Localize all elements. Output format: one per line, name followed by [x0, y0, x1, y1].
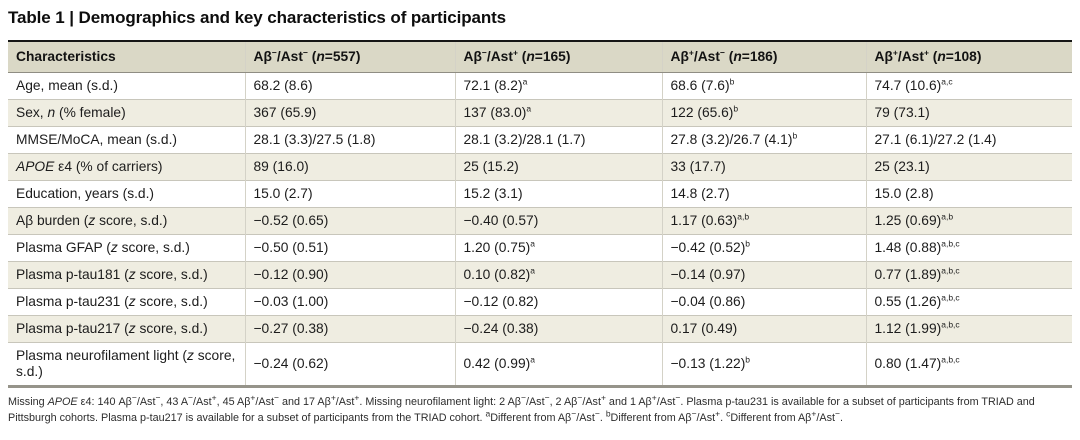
table-cell: 1.12 (1.99)a,b,c	[865, 315, 1072, 343]
row-label: Plasma neurofilament light (z score, s.d…	[8, 342, 245, 387]
column-header-ab-pos-ast-neg: Aβ+/Ast− (n=186)	[661, 41, 866, 73]
header-row: Characteristics Aβ−/Ast− (n=557) Aβ−/Ast…	[8, 41, 1072, 73]
table-row: MMSE/MoCA, mean (s.d.) 28.1 (3.3)/27.5 (1…	[8, 126, 1072, 154]
table-cell: −0.27 (0.38)	[244, 315, 455, 343]
table-cell: −0.12 (0.90)	[244, 261, 455, 289]
table-cell: −0.40 (0.57)	[454, 207, 662, 235]
table-cell: 1.20 (0.75)a	[454, 234, 662, 262]
table-row: Education, years (s.d.) 15.0 (2.7) 15.2 (3…	[8, 180, 1072, 208]
table-cell: 68.2 (8.6)	[244, 72, 455, 100]
table-cell: −0.24 (0.62)	[244, 342, 455, 387]
row-label: Aβ burden (z score, s.d.)	[8, 207, 245, 235]
row-label: Plasma GFAP (z score, s.d.)	[8, 234, 245, 262]
table-cell: 1.48 (0.88)a,b,c	[865, 234, 1072, 262]
row-label: Education, years (s.d.)	[8, 180, 245, 208]
table-row: Plasma neurofilament light (z score, s.d…	[8, 342, 1072, 387]
table-cell: 72.1 (8.2)a	[454, 72, 662, 100]
table-cell: 1.17 (0.63)a,b	[661, 207, 866, 235]
table-row: APOE ε4 (% of carriers) 89 (16.0) 25 (15.2…	[8, 153, 1072, 181]
table-cell: 27.1 (6.1)/27.2 (1.4)	[865, 126, 1072, 154]
table-row: Plasma GFAP (z score, s.d.) −0.50 (0.51) 1…	[8, 234, 1072, 262]
row-label: APOE ε4 (% of carriers)	[8, 153, 245, 181]
table-cell: −0.04 (0.86)	[661, 288, 866, 316]
table-cell: −0.13 (1.22)b	[661, 342, 866, 387]
table-cell: 0.42 (0.99)a	[454, 342, 662, 387]
table-cell: −0.03 (1.00)	[244, 288, 455, 316]
table-cell: 33 (17.7)	[661, 153, 866, 181]
table-cell: 15.0 (2.7)	[244, 180, 455, 208]
table-cell: 25 (15.2)	[454, 153, 662, 181]
table-row: Sex, n (% female) 367 (65.9) 137 (83.0)a 12…	[8, 99, 1072, 127]
table-cell: 0.17 (0.49)	[661, 315, 866, 343]
table-cell: 15.0 (2.8)	[865, 180, 1072, 208]
table-footnote: Missing APOE ε4: 140 Aβ−/Ast−, 43 A−/Ast…	[8, 392, 1035, 424]
column-header-ab-neg-ast-pos: Aβ−/Ast+ (n=165)	[454, 41, 662, 73]
table-cell: 27.8 (3.2)/26.7 (4.1)b	[661, 126, 866, 154]
table-cell: 0.77 (1.89)a,b,c	[865, 261, 1072, 289]
table-cell: −0.14 (0.97)	[661, 261, 866, 289]
column-header-characteristics: Characteristics	[8, 41, 245, 73]
table-title: Table 1 | Demographics and key character…	[8, 8, 507, 27]
column-header-ab-neg-ast-neg: Aβ−/Ast− (n=557)	[244, 41, 455, 73]
table-cell: −0.50 (0.51)	[244, 234, 455, 262]
table-cell: 0.80 (1.47)a,b,c	[865, 342, 1072, 387]
table-row: Plasma p-tau181 (z score, s.d.) −0.12 (0.…	[8, 261, 1072, 289]
table-cell: 137 (83.0)a	[454, 99, 662, 127]
table-cell: 0.10 (0.82)a	[454, 261, 662, 289]
table-cell: −0.24 (0.38)	[454, 315, 662, 343]
table-cell: 79 (73.1)	[865, 99, 1072, 127]
table-body: Age, mean (s.d.) 68.2 (8.6) 72.1 (8.2)a 68.…	[8, 72, 1072, 387]
table-cell: −0.42 (0.52)b	[661, 234, 866, 262]
row-label: MMSE/MoCA, mean (s.d.)	[8, 126, 245, 154]
table-cell: 14.8 (2.7)	[661, 180, 866, 208]
table-row: Age, mean (s.d.) 68.2 (8.6) 72.1 (8.2)a 68.…	[8, 72, 1072, 100]
row-label: Sex, n (% female)	[8, 99, 245, 127]
row-label: Plasma p-tau217 (z score, s.d.)	[8, 315, 245, 343]
demographics-table: Characteristics Aβ−/Ast− (n=557) Aβ−/Ast…	[8, 40, 1072, 388]
table-cell: 15.2 (3.1)	[454, 180, 662, 208]
table-cell: 89 (16.0)	[244, 153, 455, 181]
table-cell: −0.52 (0.65)	[244, 207, 455, 235]
table-cell: 122 (65.6)b	[661, 99, 866, 127]
table-cell: 74.7 (10.6)a,c	[865, 72, 1072, 100]
column-header-ab-pos-ast-pos: Aβ+/Ast+ (n=108)	[865, 41, 1072, 73]
table-row: Plasma p-tau231 (z score, s.d.) −0.03 (1.…	[8, 288, 1072, 316]
table-cell: 25 (23.1)	[865, 153, 1072, 181]
table-cell: 28.1 (3.2)/28.1 (1.7)	[454, 126, 662, 154]
table-cell: 28.1 (3.3)/27.5 (1.8)	[244, 126, 455, 154]
row-label: Plasma p-tau231 (z score, s.d.)	[8, 288, 245, 316]
table-cell: 1.25 (0.69)a,b	[865, 207, 1072, 235]
table-row: Aβ burden (z score, s.d.) −0.52 (0.65) −0.…	[8, 207, 1072, 235]
table-cell: −0.12 (0.82)	[454, 288, 662, 316]
table-row: Plasma p-tau217 (z score, s.d.) −0.27 (0.…	[8, 315, 1072, 343]
row-label: Age, mean (s.d.)	[16, 78, 118, 93]
table-cell: 367 (65.9)	[244, 99, 455, 127]
row-label: Plasma p-tau181 (z score, s.d.)	[8, 261, 245, 289]
table-cell: 0.55 (1.26)a,b,c	[865, 288, 1072, 316]
table-cell: 68.6 (7.6)b	[661, 72, 866, 100]
